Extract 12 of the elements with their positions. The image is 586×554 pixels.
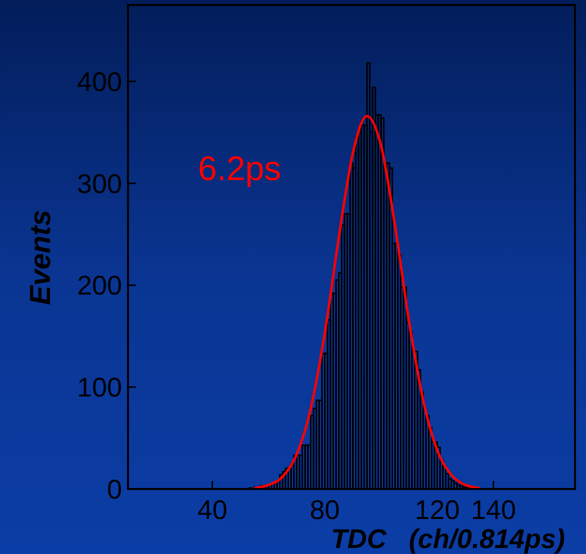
y-axis-title: Events [25,210,57,305]
y-tick-label: 300 [76,168,122,199]
y-tick-label: 0 [106,474,122,504]
annotation: 6.2ps [198,150,282,188]
y-tick-label: 200 [76,270,122,301]
x-tick-label: 80 [310,495,340,525]
x-axis-title: TDC (ch/0.814ps) [330,524,566,554]
y-tick-label: 400 [76,66,122,97]
x-tick-label: 40 [197,495,228,525]
x-tick-label: 140 [470,495,516,525]
y-tick-label: 100 [76,372,122,403]
x-tick-label: 120 [414,495,460,525]
